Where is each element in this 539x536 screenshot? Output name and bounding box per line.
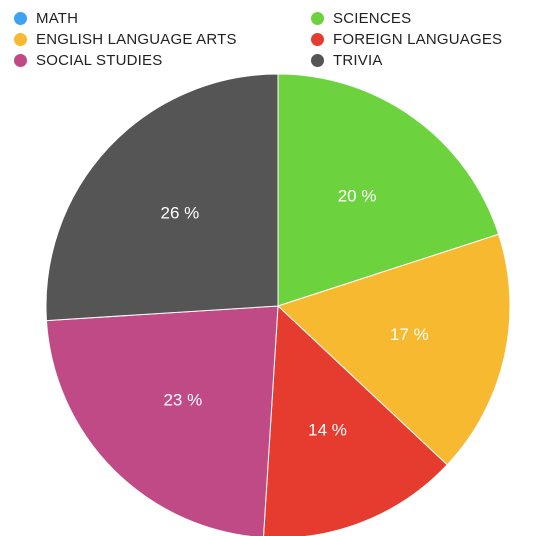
legend-item-foreign-languages: FOREIGN LANGUAGES bbox=[311, 31, 502, 48]
legend-label-english-language-arts: ENGLISH LANGUAGE ARTS bbox=[36, 31, 237, 48]
legend-swatch-trivia bbox=[311, 54, 324, 67]
slice-label-social-studies: 23 % bbox=[163, 391, 202, 410]
legend-item-english-language-arts: ENGLISH LANGUAGE ARTS bbox=[14, 31, 237, 48]
slice-label-foreign-languages: 14 % bbox=[308, 421, 347, 440]
legend-swatch-sciences bbox=[311, 12, 324, 25]
legend-label-social-studies: SOCIAL STUDIES bbox=[36, 52, 163, 69]
legend-item-social-studies: SOCIAL STUDIES bbox=[14, 52, 162, 69]
slice-label-english-language-arts: 17 % bbox=[390, 325, 429, 344]
legend-label-math: MATH bbox=[36, 10, 79, 27]
legend-swatch-english-language-arts bbox=[14, 33, 27, 46]
legend-swatch-social-studies bbox=[14, 54, 27, 67]
slice-label-trivia: 26 % bbox=[161, 203, 200, 222]
legend-label-sciences: SCIENCES bbox=[333, 10, 412, 27]
pie-slice-trivia bbox=[45, 73, 279, 322]
slice-label-sciences: 20 % bbox=[338, 187, 377, 206]
legend-label-foreign-languages: FOREIGN LANGUAGES bbox=[333, 31, 503, 48]
pie-slice-sciences bbox=[277, 73, 500, 307]
pie-slice-english-language-arts bbox=[277, 233, 511, 466]
legend-swatch-math bbox=[14, 12, 27, 25]
legend-item-sciences: SCIENCES bbox=[311, 10, 411, 27]
legend-label-trivia: TRIVIA bbox=[333, 52, 383, 69]
legend-item-math: MATH bbox=[14, 10, 78, 27]
chart-legend: MATH ENGLISH LANGUAGE ARTS SOCIAL STUDIE… bbox=[0, 0, 539, 80]
legend-swatch-foreign-languages bbox=[311, 33, 324, 46]
pie-slice-foreign-languages bbox=[263, 304, 448, 536]
legend-item-trivia: TRIVIA bbox=[311, 52, 383, 69]
pie-slice-social-studies bbox=[45, 305, 279, 536]
